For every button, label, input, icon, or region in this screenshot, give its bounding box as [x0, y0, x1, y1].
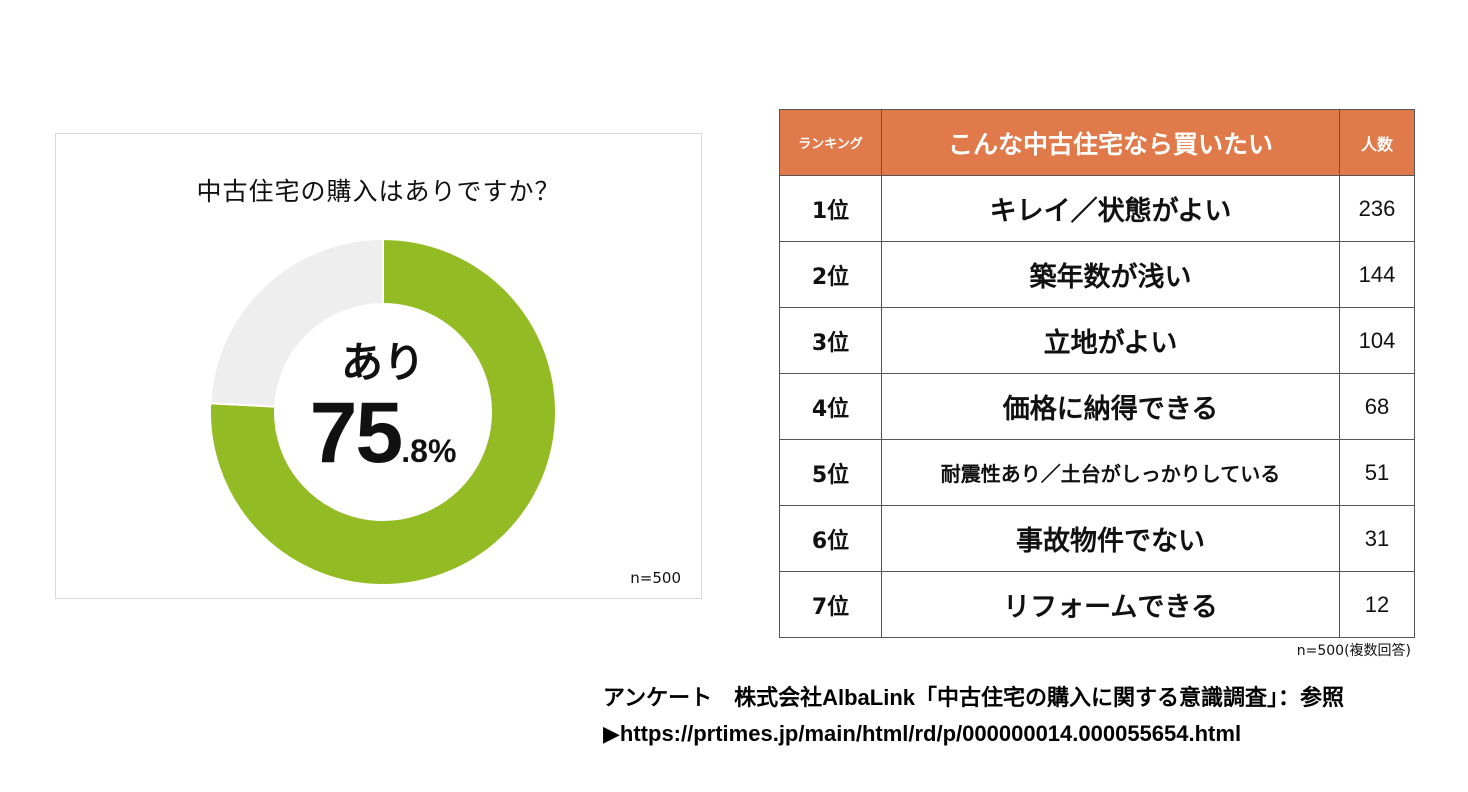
- rank-cell: 5位: [779, 439, 882, 506]
- ranking-table: ランキング こんな中古住宅なら買いたい 人数 1位 キレイ／状態がよい 236 …: [779, 109, 1415, 638]
- rank-cell: 2位: [779, 241, 882, 308]
- rank-cell: 4位: [779, 373, 882, 440]
- donut-slice: [209, 237, 384, 408]
- item-cell: キレイ／状態がよい: [881, 175, 1340, 242]
- table-row: 1位 キレイ／状態がよい 236: [779, 175, 1415, 242]
- donut-chart: [209, 237, 557, 586]
- count-cell: 31: [1339, 505, 1415, 572]
- source-note: アンケート 株式会社AlbaLink「中古住宅の購入に関する意識調査」：参照 ▶…: [603, 680, 1344, 752]
- count-cell: 104: [1339, 307, 1415, 374]
- item-cell: リフォームできる: [881, 571, 1340, 638]
- item-cell: 価格に納得できる: [881, 373, 1340, 440]
- rank-cell: 1位: [779, 175, 882, 242]
- rank-cell: 7位: [779, 571, 882, 638]
- table-row: 2位 築年数が浅い 144: [779, 241, 1415, 308]
- header-rank: ランキング: [779, 109, 882, 176]
- source-line: アンケート 株式会社AlbaLink「中古住宅の購入に関する意識調査」：参照: [603, 685, 1345, 710]
- donut-center-label: あり: [340, 338, 425, 387]
- source-url[interactable]: ▶https://prtimes.jp/main/html/rd/p/00000…: [603, 721, 1242, 746]
- count-cell: 144: [1339, 241, 1415, 308]
- item-cell: 耐震性あり／土台がしっかりしている: [881, 439, 1340, 506]
- table-row: 6位 事故物件でない 31: [779, 505, 1415, 572]
- donut-center-value: 75.8%: [288, 384, 478, 483]
- donut-chart-title: 中古住宅の購入はありですか？: [196, 177, 561, 206]
- count-cell: 236: [1339, 175, 1415, 242]
- table-header-row: ランキング こんな中古住宅なら買いたい 人数: [779, 109, 1415, 176]
- item-cell: 立地がよい: [881, 307, 1340, 374]
- count-cell: 12: [1339, 571, 1415, 638]
- rank-cell: 6位: [779, 505, 882, 572]
- rank-cell: 3位: [779, 307, 882, 374]
- item-cell: 築年数が浅い: [881, 241, 1340, 308]
- count-cell: 68: [1339, 373, 1415, 440]
- donut-slices: [209, 237, 557, 586]
- table-row: 7位 リフォームできる 12: [779, 571, 1415, 638]
- item-cell: 事故物件でない: [881, 505, 1340, 572]
- table-row: 4位 価格に納得できる 68: [779, 373, 1415, 440]
- table-row: 5位 耐震性あり／土台がしっかりしている 51: [779, 439, 1415, 506]
- donut-sample-size: n=500: [630, 569, 681, 587]
- header-item: こんな中古住宅なら買いたい: [881, 109, 1340, 176]
- table-sample-size: n=500(複数回答): [1296, 643, 1411, 659]
- donut-slice: [209, 237, 557, 586]
- donut-center-value-int: 75: [309, 385, 404, 481]
- count-cell: 51: [1339, 439, 1415, 506]
- table-row: 3位 立地がよい 104: [779, 307, 1415, 374]
- donut-center-value-dec: .8%: [401, 433, 457, 469]
- donut-chart-card: 中古住宅の購入はありですか？ あり 75.8% n=500: [55, 133, 702, 599]
- header-count: 人数: [1339, 109, 1415, 176]
